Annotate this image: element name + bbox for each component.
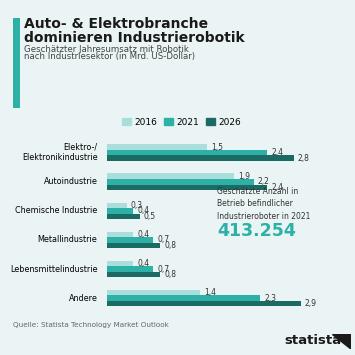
Bar (106, 243, 160, 248)
Bar (106, 174, 234, 179)
Bar (106, 295, 261, 301)
Legend: 2016, 2021, 2026: 2016, 2021, 2026 (119, 114, 245, 130)
Bar (106, 203, 127, 208)
Bar (106, 185, 267, 190)
Text: 2,4: 2,4 (271, 183, 283, 192)
Text: 2,9: 2,9 (305, 299, 317, 308)
Bar (106, 237, 153, 243)
Bar (106, 290, 200, 295)
Text: dominieren Industrierobotik: dominieren Industrierobotik (24, 31, 245, 44)
Bar (106, 214, 140, 219)
Bar (106, 144, 207, 150)
Bar (106, 155, 294, 161)
Text: 1,4: 1,4 (204, 288, 216, 297)
Text: 2,4: 2,4 (271, 148, 283, 157)
Text: 413.254: 413.254 (218, 222, 296, 240)
Text: nach Industriesektor (in Mrd. US-Dollar): nach Industriesektor (in Mrd. US-Dollar) (24, 52, 195, 61)
Text: 0,3: 0,3 (131, 201, 143, 210)
Text: 0,4: 0,4 (137, 230, 149, 239)
Text: 0,4: 0,4 (137, 206, 149, 215)
Text: Auto- & Elektrobranche: Auto- & Elektrobranche (24, 17, 208, 31)
Bar (106, 301, 301, 306)
Bar (106, 272, 160, 277)
Text: 0,5: 0,5 (144, 212, 156, 221)
Bar (106, 150, 267, 155)
Text: 0,8: 0,8 (164, 270, 176, 279)
Text: statista: statista (284, 334, 342, 347)
Text: 1,9: 1,9 (238, 172, 250, 181)
Text: Geschätzter Jahresumsatz mit Robotik: Geschätzter Jahresumsatz mit Robotik (24, 45, 189, 54)
Bar (106, 179, 254, 185)
Text: Geschätzte Anzahl in
Betrieb befindlicher
Industrieroboter in 2021: Geschätzte Anzahl in Betrieb befindliche… (218, 187, 311, 221)
Bar (106, 208, 133, 214)
Text: 1,5: 1,5 (211, 143, 223, 152)
Text: 0,8: 0,8 (164, 241, 176, 250)
Text: 2,8: 2,8 (298, 154, 310, 163)
Text: 0,7: 0,7 (157, 264, 169, 274)
Text: 2,2: 2,2 (258, 177, 270, 186)
Polygon shape (332, 334, 351, 349)
Text: Quelle: Statista Technology Market Outlook: Quelle: Statista Technology Market Outlo… (13, 322, 169, 328)
Text: 2,3: 2,3 (264, 294, 277, 303)
Text: 0,4: 0,4 (137, 259, 149, 268)
Bar (106, 261, 133, 266)
Bar (106, 266, 153, 272)
Bar (106, 232, 133, 237)
Text: 0,7: 0,7 (157, 235, 169, 245)
